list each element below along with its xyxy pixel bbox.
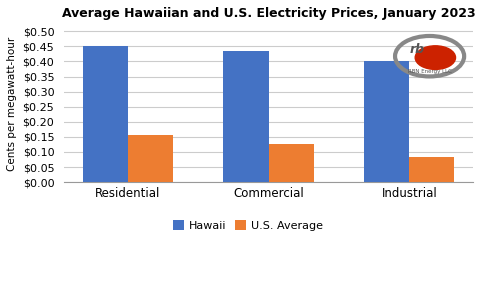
Bar xyxy=(364,62,409,182)
Bar xyxy=(268,144,313,182)
Text: rb: rb xyxy=(410,43,425,56)
Bar xyxy=(83,46,128,182)
Y-axis label: Cents per megawatt-hour: Cents per megawatt-hour xyxy=(7,37,17,171)
Bar xyxy=(409,157,455,182)
Text: RBN Energy LLC: RBN Energy LLC xyxy=(408,69,452,74)
Bar xyxy=(223,51,268,182)
Bar xyxy=(128,135,173,182)
Legend: Hawaii, U.S. Average: Hawaii, U.S. Average xyxy=(169,216,327,235)
Title: Average Hawaiian and U.S. Electricity Prices, January 2023: Average Hawaiian and U.S. Electricity Pr… xyxy=(62,7,475,20)
